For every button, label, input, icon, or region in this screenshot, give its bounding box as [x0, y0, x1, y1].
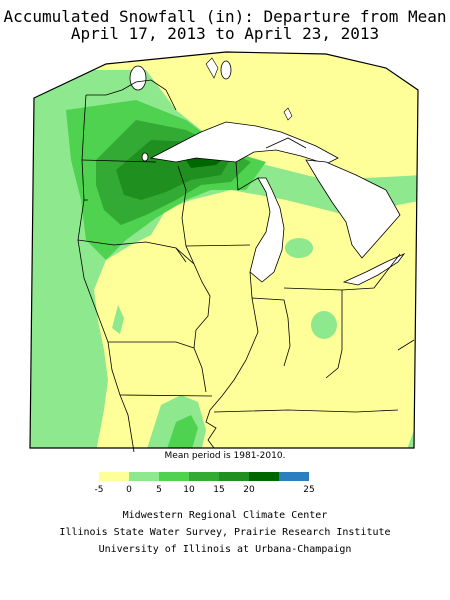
lake-erie — [342, 253, 406, 286]
legend-tick-label: -5 — [95, 485, 104, 495]
legend-swatch-5 — [249, 472, 279, 481]
state-boundaries — [77, 79, 415, 452]
credit-line-3: University of Illinois at Urbana-Champai… — [98, 544, 352, 555]
legend-tick-label: 5 — [156, 485, 162, 495]
zone-0-to-5-michigan — [285, 238, 313, 258]
legend-tick-label: 10 — [183, 485, 195, 495]
lake-michigan — [249, 177, 285, 283]
legend-swatch-6 — [279, 472, 309, 481]
color-legend: -5 0 5 10 15 20 25 — [95, 472, 315, 495]
legend-swatch-4 — [219, 472, 249, 481]
snowfall-departure-map — [29, 51, 419, 452]
lake-islands — [205, 57, 293, 121]
zone-0-to-5-ohio — [311, 311, 337, 339]
zone-0-to-5-small-west — [112, 305, 124, 334]
credit-line-1: Midwestern Regional Climate Center — [122, 510, 328, 521]
lake-huron — [305, 159, 401, 259]
small-lake-north — [220, 60, 232, 80]
legend-swatch-1 — [129, 472, 159, 481]
legend-swatch-3 — [189, 472, 219, 481]
map-frame — [29, 51, 419, 449]
legend-swatch-2 — [159, 472, 189, 481]
legend-tick-label: 15 — [213, 485, 224, 495]
map-title-line-2: April 17, 2013 to April 23, 2013 — [70, 24, 380, 43]
credit-line-2: Illinois State Water Survey, Prairie Res… — [59, 527, 391, 538]
lake-of-the-woods — [129, 65, 147, 91]
legend-tick-label: 0 — [126, 485, 132, 495]
map-title-line-1: Accumulated Snowfall (in): Departure fro… — [3, 7, 447, 26]
legend-swatch-0 — [99, 472, 129, 481]
zone-5-to-10-south — [166, 415, 198, 448]
mean-period-note: Mean period is 1981-2010. — [164, 451, 286, 461]
legend-tick-label: 25 — [303, 485, 314, 495]
legend-tick-label: 20 — [243, 485, 255, 495]
small-lake-minnesota — [141, 152, 149, 162]
